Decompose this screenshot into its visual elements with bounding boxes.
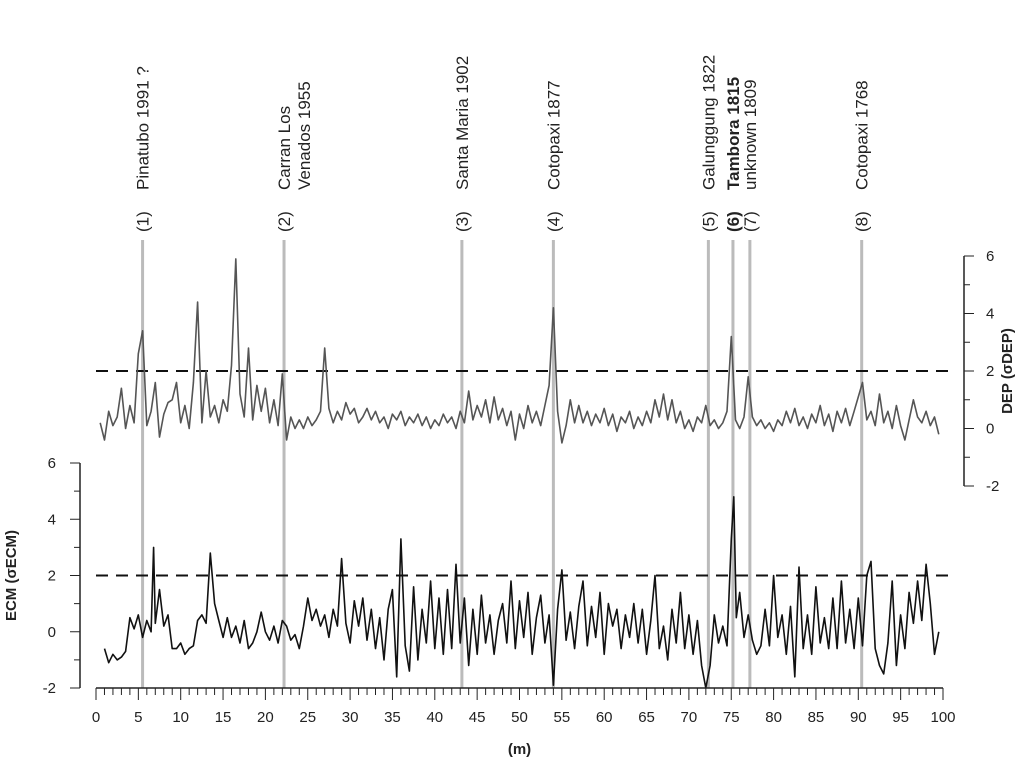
x-tick-label: 25 bbox=[299, 709, 316, 726]
event-label-3: Santa Maria 1902 bbox=[453, 56, 472, 190]
event-number-3: (3) bbox=[453, 211, 472, 232]
ecm-tick-label: 0 bbox=[48, 624, 56, 641]
ecm-tick-label: -2 bbox=[43, 680, 56, 697]
x-tick-label: 100 bbox=[930, 709, 955, 726]
event-number-8: (8) bbox=[853, 211, 872, 232]
x-tick-label: 0 bbox=[92, 709, 100, 726]
dep-tick-label: 2 bbox=[986, 363, 994, 380]
event-label-1: Pinatubo 1991 ? bbox=[134, 66, 153, 190]
event-labels: (1) Pinatubo 1991 ? (2) Carran Los Venados 1… bbox=[134, 55, 872, 232]
x-tick-label: 75 bbox=[723, 709, 740, 726]
x-tick-label: 90 bbox=[850, 709, 867, 726]
x-tick-label: 55 bbox=[554, 709, 571, 726]
event-number-1: (1) bbox=[134, 211, 153, 232]
x-tick-label: 20 bbox=[257, 709, 274, 726]
event-number-4: (4) bbox=[544, 211, 563, 232]
event-label-2: Venados 1955 bbox=[295, 81, 314, 190]
dep-tick-label: 4 bbox=[986, 306, 994, 323]
series-lines bbox=[100, 259, 939, 688]
dep-axis: -2 0 2 4 6 DEP (σDEP) bbox=[964, 248, 1016, 495]
x-tick-label: 50 bbox=[511, 709, 528, 726]
x-tick-label: 85 bbox=[808, 709, 825, 726]
x-tick-label: 35 bbox=[384, 709, 401, 726]
x-tick-label: 40 bbox=[426, 709, 443, 726]
dep-tick-label: 6 bbox=[986, 248, 994, 265]
dep-series-line bbox=[100, 259, 939, 443]
x-tick-label: 65 bbox=[638, 709, 655, 726]
ecm-tick-label: 6 bbox=[48, 455, 56, 472]
x-axis-title: (m) bbox=[508, 741, 531, 758]
event-label-2: Carran Los bbox=[275, 106, 294, 190]
ecm-axis: -2 0 2 4 6 ECM (σECM) bbox=[3, 455, 80, 697]
x-tick-label: 45 bbox=[469, 709, 486, 726]
event-number-5: (5) bbox=[699, 211, 718, 232]
event-lines bbox=[143, 240, 862, 688]
event-number-2: (2) bbox=[275, 211, 294, 232]
event-label-5: Galunggung 1822 bbox=[699, 55, 718, 190]
dep-tick-label: 0 bbox=[986, 421, 994, 438]
x-tick-label: 5 bbox=[134, 709, 142, 726]
x-tick-label: 15 bbox=[215, 709, 232, 726]
x-tick-label: 95 bbox=[892, 709, 909, 726]
x-tick-label: 60 bbox=[596, 709, 613, 726]
ecm-axis-title: ECM (σECM) bbox=[3, 530, 20, 621]
ecm-series-line bbox=[105, 497, 939, 688]
x-tick-label: 30 bbox=[342, 709, 359, 726]
x-tick-label: 70 bbox=[681, 709, 698, 726]
ecm-tick-label: 4 bbox=[48, 511, 56, 528]
ecm-tick-label: 2 bbox=[48, 568, 56, 585]
x-axis: 0 5 10 15 20 25 30 35 40 45 50 55 60 65 70 75 80 85 90 95 10… bbox=[92, 688, 956, 758]
dep-axis-title: DEP (σDEP) bbox=[999, 328, 1016, 414]
event-label-4: Cotopaxi 1877 bbox=[544, 80, 563, 190]
event-label-7: unknown 1809 bbox=[741, 79, 760, 190]
event-number-7: (7) bbox=[741, 211, 760, 232]
x-tick-label: 10 bbox=[172, 709, 189, 726]
dep-tick-label: -2 bbox=[986, 478, 999, 495]
x-tick-label: 80 bbox=[765, 709, 782, 726]
event-label-8: Cotopaxi 1768 bbox=[853, 80, 872, 190]
